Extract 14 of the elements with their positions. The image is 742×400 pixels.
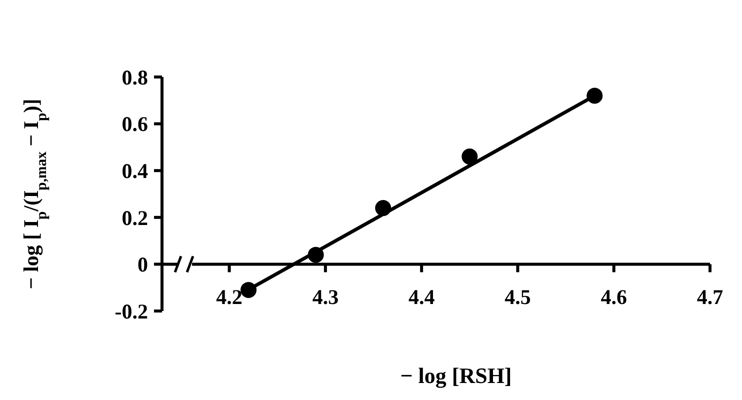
y-tick-label: -0.2	[114, 299, 148, 324]
y-tick-label: 0.4	[122, 158, 148, 183]
y-tick-label: 0	[138, 252, 148, 277]
x-tick-label: 4.2	[216, 285, 242, 310]
x-tick-label: 4.6	[600, 285, 627, 310]
point	[462, 148, 478, 165]
y-tick-label: 0.8	[122, 65, 148, 90]
x-tick-label: 4.5	[504, 285, 531, 310]
y-tick-label: 0.6	[122, 112, 148, 136]
x-axis-title: − log [RSH]	[400, 363, 512, 388]
x-tick-label: 4.7	[696, 285, 724, 310]
y-tick-label: 0.2	[122, 206, 148, 230]
x-tick-label: 4.3	[312, 285, 339, 310]
x-tick-label: 4.4	[408, 285, 436, 310]
